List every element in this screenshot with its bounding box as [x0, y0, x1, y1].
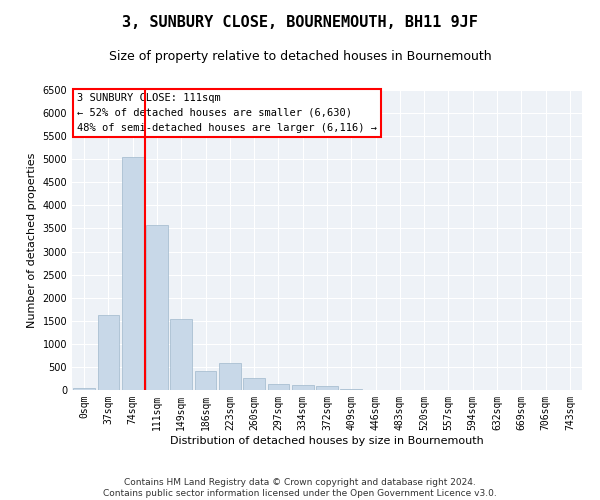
Bar: [170, 320, 192, 390]
Y-axis label: Number of detached properties: Number of detached properties: [27, 152, 37, 328]
Bar: [292, 386, 314, 390]
Bar: [122, 157, 143, 390]
Bar: [243, 378, 265, 390]
X-axis label: Distribution of detached houses by size in Bournemouth: Distribution of detached houses by size …: [170, 436, 484, 446]
Text: 3 SUNBURY CLOSE: 111sqm
← 52% of detached houses are smaller (6,630)
48% of semi: 3 SUNBURY CLOSE: 111sqm ← 52% of detache…: [77, 93, 377, 132]
Bar: [340, 389, 362, 390]
Bar: [146, 225, 168, 390]
Text: 3, SUNBURY CLOSE, BOURNEMOUTH, BH11 9JF: 3, SUNBURY CLOSE, BOURNEMOUTH, BH11 9JF: [122, 15, 478, 30]
Text: Contains HM Land Registry data © Crown copyright and database right 2024.
Contai: Contains HM Land Registry data © Crown c…: [103, 478, 497, 498]
Text: Size of property relative to detached houses in Bournemouth: Size of property relative to detached ho…: [109, 50, 491, 63]
Bar: [316, 386, 338, 390]
Bar: [73, 388, 95, 390]
Bar: [219, 363, 241, 390]
Bar: [194, 370, 217, 390]
Bar: [97, 315, 119, 390]
Bar: [268, 384, 289, 390]
